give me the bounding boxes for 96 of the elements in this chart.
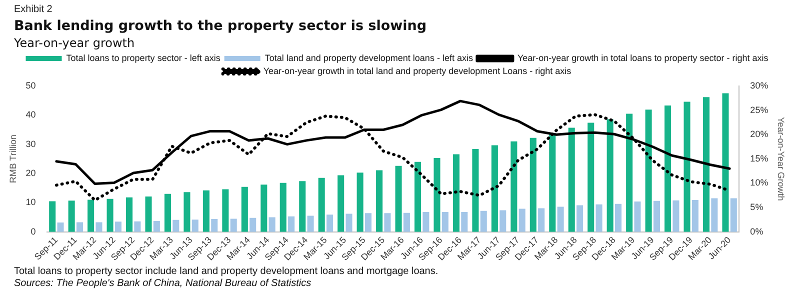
bar (414, 162, 422, 232)
y2-tick-label: 25% (750, 104, 768, 115)
bar (153, 221, 160, 232)
bar (452, 154, 460, 232)
bar (672, 200, 680, 232)
y-tick-label: 40 (26, 110, 36, 120)
bar (211, 219, 218, 232)
bar (376, 170, 383, 232)
bar (692, 200, 698, 232)
bar (299, 181, 306, 232)
bar (684, 102, 690, 232)
bar (472, 149, 479, 232)
bar (384, 213, 391, 232)
bar (538, 208, 545, 232)
y-tick-label: 10 (26, 197, 36, 208)
bar (250, 218, 256, 232)
bar (510, 141, 518, 232)
y2-tick-label: 5% (750, 202, 764, 212)
bar (480, 210, 487, 232)
bar (500, 210, 506, 232)
bar (364, 213, 372, 232)
bar (88, 200, 94, 232)
bar (557, 206, 564, 232)
bar (260, 184, 268, 232)
bar (184, 192, 190, 232)
bar (422, 212, 430, 232)
bar (730, 198, 737, 232)
bar (326, 214, 334, 232)
bar (403, 212, 410, 232)
bar (288, 216, 295, 232)
y-tick-label: 0 (30, 226, 36, 236)
bar (346, 214, 352, 232)
bar (549, 133, 556, 232)
bar (280, 182, 286, 232)
bar (164, 194, 172, 232)
bar (307, 216, 314, 232)
bar (491, 145, 498, 232)
bar (461, 212, 468, 232)
y2-tick-label: 30% (750, 80, 768, 90)
y2-tick-label: 10% (750, 178, 768, 188)
bar (318, 178, 325, 232)
y2-tick-label: 15% (750, 153, 768, 164)
bar (268, 217, 276, 232)
bar (645, 110, 652, 232)
bar (230, 218, 237, 232)
bar (653, 200, 660, 232)
bar (614, 204, 622, 232)
bar (395, 166, 402, 232)
bar (576, 205, 584, 232)
bar (338, 175, 344, 232)
bar (222, 189, 229, 232)
source-note: Sources: The People's Bank of China, National Bureau of Statistics (14, 278, 312, 290)
y2-tick-label: 20% (750, 129, 768, 140)
bar (126, 197, 133, 232)
bar (114, 222, 122, 232)
bar (722, 93, 729, 232)
bar (202, 190, 210, 232)
bar (356, 172, 364, 232)
bar (606, 119, 614, 232)
bar (664, 106, 672, 232)
bar (68, 200, 75, 232)
y-tick-label: 50 (26, 80, 36, 90)
bar (241, 186, 248, 232)
bar (106, 198, 114, 232)
legend-label: Total land and property development loans - left axis (264, 52, 474, 63)
bar (626, 114, 633, 232)
bar (434, 158, 440, 232)
legend-label: Year-on-year growth in total loans to property sector - right axis (517, 52, 769, 63)
text: Exhibit 2 (14, 4, 54, 16)
legend-label: Year-on-year growth in total land and property development Loans - right axis (263, 66, 572, 76)
y-axis-title: RMB Trillion (8, 134, 18, 184)
bar (96, 222, 102, 232)
bar (568, 128, 575, 232)
bar (530, 138, 536, 232)
bar (588, 122, 594, 232)
bar (634, 202, 641, 232)
bar (145, 196, 152, 232)
y2-axis-title: Year-on-Year Growth (776, 116, 786, 201)
bar (76, 222, 84, 232)
bar (57, 222, 64, 232)
bar (49, 201, 56, 232)
y-tick-label: 30 (26, 138, 36, 149)
legend-label: Total loans to property sector - left axis (66, 52, 221, 63)
bar (134, 221, 141, 232)
y2-tick-label: 0% (750, 226, 764, 236)
bar (702, 97, 710, 232)
text: Total loans to property sector include land and property development loans and mortgage loans. (14, 266, 440, 278)
chart-subtitle: Year-on-year growth (14, 36, 136, 50)
bar (711, 198, 718, 232)
chart-title: Bank lending growth to the property sector is slowing (14, 18, 428, 34)
y-tick-label: 20 (26, 168, 36, 178)
bar (442, 212, 448, 232)
bar (192, 220, 198, 232)
bar (596, 204, 602, 232)
bar (172, 220, 180, 232)
bar (518, 208, 526, 232)
